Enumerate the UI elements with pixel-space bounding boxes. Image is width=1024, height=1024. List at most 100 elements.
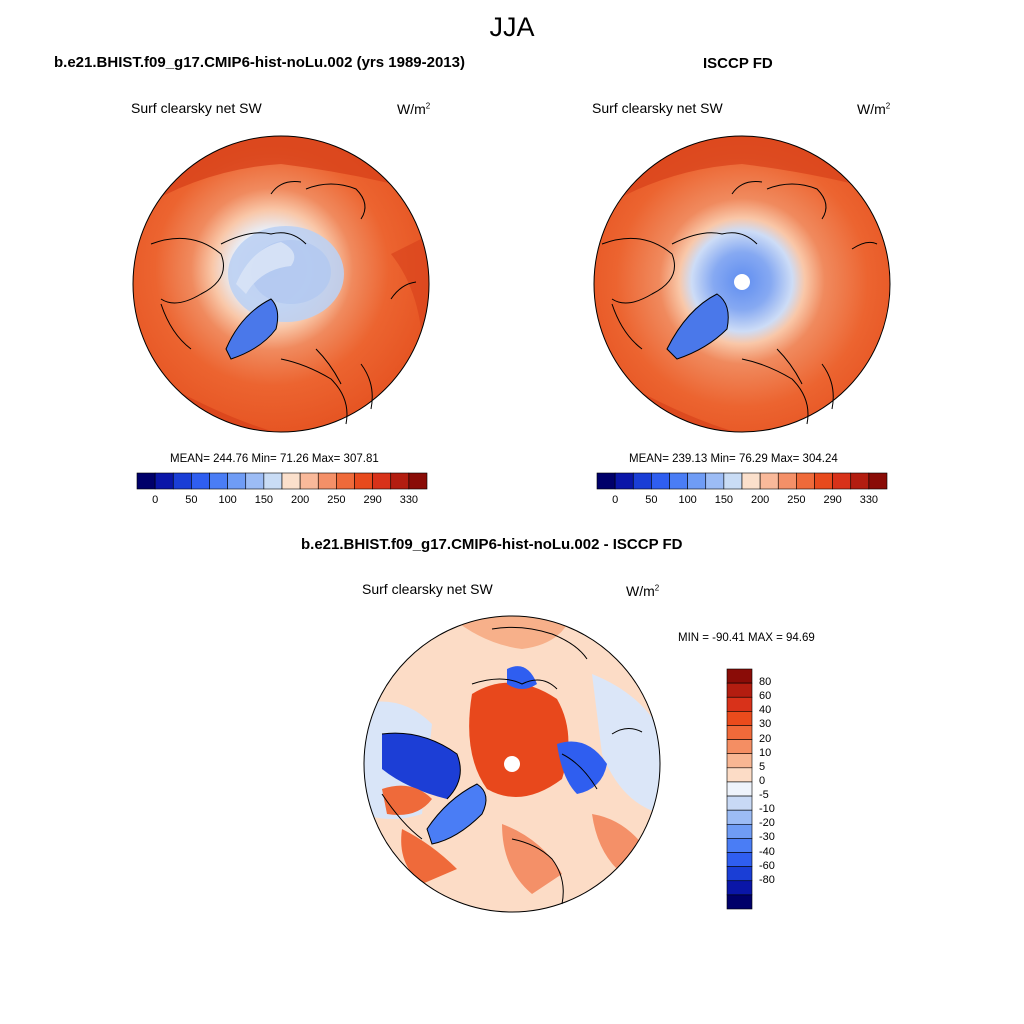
model-colorbar-tick: 330 bbox=[399, 494, 419, 506]
obs-colorbar-box bbox=[669, 472, 688, 490]
model-colorbar-tick: 0 bbox=[152, 494, 159, 506]
diff-colorbar-box bbox=[726, 838, 753, 853]
map-boundary bbox=[363, 615, 661, 913]
diff-colorbar-box bbox=[726, 668, 753, 684]
diff-colorbar-box bbox=[726, 866, 753, 882]
diff-colorbar-box bbox=[726, 852, 753, 867]
obs-colorbar-tick: 330 bbox=[859, 494, 879, 506]
diff-colorbar-box bbox=[726, 739, 753, 755]
coastlines bbox=[381, 626, 643, 905]
model-colorbar-box bbox=[227, 472, 247, 490]
model-colorbar-tick: 150 bbox=[254, 494, 274, 506]
diff-stats-label: MIN = -90.41 MAX = 94.69 bbox=[678, 632, 815, 644]
model-colorbar-box bbox=[372, 472, 392, 490]
diff-colorbar-label: -80 bbox=[759, 873, 775, 886]
model-colorbar-box bbox=[191, 472, 210, 490]
diff-panel-title: b.e21.BHIST.f09_g17.CMIP6-hist-noLu.002 … bbox=[301, 536, 683, 553]
diff-colorbar-box bbox=[726, 753, 753, 769]
diff-colorbar-labels: 80 60 40 30 20 10 5 0 -5 -10 -20 -30 -40 -60 -80 bbox=[759, 669, 799, 909]
diff-colorbar-box bbox=[726, 682, 753, 698]
diff-polar-map bbox=[363, 615, 661, 913]
obs-colorbar-tick: 0 bbox=[612, 494, 619, 506]
obs-colorbar-box bbox=[614, 472, 634, 490]
diff-colorbar-label: 80 bbox=[759, 676, 772, 689]
greenland-low-region bbox=[667, 294, 729, 359]
diff-colorbar-box bbox=[726, 767, 753, 783]
model-colorbar-tick: 290 bbox=[363, 494, 382, 506]
model-colorbar-box bbox=[408, 472, 428, 490]
diff-colorbar-label: -30 bbox=[759, 831, 775, 844]
diff-colorbar-label: -10 bbox=[759, 803, 775, 816]
pole-hole bbox=[734, 274, 750, 290]
obs-colorbar-box bbox=[759, 472, 779, 490]
central-arctic-positive bbox=[469, 682, 569, 797]
diff-colorbar-box bbox=[726, 725, 753, 740]
obs-colorbar-tick: 100 bbox=[678, 494, 697, 506]
diff-colorbar-box bbox=[726, 781, 753, 797]
diff-colorbar-box bbox=[726, 696, 753, 712]
obs-colorbar-tick: 290 bbox=[823, 494, 842, 506]
map-boundary bbox=[132, 135, 430, 433]
diff-colorbar-box bbox=[726, 795, 753, 811]
diff-colorbar-label: 40 bbox=[759, 704, 772, 717]
obs-polar-map bbox=[593, 135, 891, 433]
obs-colorbar-box bbox=[632, 472, 652, 490]
diff-colorbar-label: 30 bbox=[759, 718, 772, 731]
obs-colorbar-box bbox=[705, 472, 725, 490]
map-boundary bbox=[593, 135, 891, 433]
obs-colorbar-tick: 50 bbox=[645, 494, 658, 506]
obs-colorbar-box bbox=[850, 472, 870, 490]
season-title: JJA bbox=[489, 12, 535, 42]
obs-units-label: W/m2 bbox=[857, 101, 891, 117]
obs-panel-title: ISCCP FD bbox=[703, 55, 773, 72]
obs-colorbar-tick: 250 bbox=[787, 494, 806, 506]
greenland-low-region bbox=[226, 299, 278, 359]
diff-colorbar-label: -40 bbox=[759, 845, 775, 858]
diff-units-label: W/m2 bbox=[626, 583, 660, 599]
obs-colorbar bbox=[596, 472, 888, 490]
model-colorbar-box bbox=[336, 472, 355, 490]
diff-colorbar-label: 10 bbox=[759, 746, 772, 759]
diff-variable-label: Surf clearsky net SW bbox=[362, 581, 493, 597]
obs-colorbar-ticks: 0 50 100 150 200 250 290 330 bbox=[597, 494, 887, 508]
diff-colorbar-box bbox=[726, 823, 753, 839]
diff-colorbar-label: -5 bbox=[759, 789, 769, 802]
diff-colorbar-box bbox=[726, 894, 753, 910]
model-units-label: W/m2 bbox=[397, 101, 431, 117]
model-colorbar bbox=[136, 472, 428, 490]
model-colorbar-box bbox=[245, 472, 265, 490]
obs-colorbar-tick: 150 bbox=[714, 494, 734, 506]
diff-colorbar-box bbox=[726, 711, 753, 726]
obs-colorbar-box bbox=[741, 472, 761, 490]
model-colorbar-tick: 100 bbox=[218, 494, 237, 506]
obs-colorbar-box bbox=[651, 472, 670, 490]
diff-colorbar-box bbox=[726, 809, 753, 825]
obs-colorbar-tick: 200 bbox=[750, 494, 770, 506]
obs-colorbar-box bbox=[796, 472, 815, 490]
obs-colorbar-box bbox=[814, 472, 833, 490]
model-variable-label: Surf clearsky net SW bbox=[131, 100, 262, 116]
model-colorbar-box bbox=[317, 472, 337, 490]
model-colorbar-box bbox=[281, 472, 301, 490]
obs-colorbar-box bbox=[596, 472, 616, 490]
obs-stats-label: MEAN= 239.13 Min= 76.29 Max= 304.24 bbox=[629, 453, 838, 465]
obs-colorbar-box bbox=[687, 472, 707, 490]
diff-colorbar-label: 5 bbox=[759, 760, 766, 773]
obs-variable-label: Surf clearsky net SW bbox=[592, 100, 723, 116]
obs-colorbar-box bbox=[723, 472, 743, 490]
model-colorbar-box bbox=[299, 472, 319, 490]
model-colorbar-box bbox=[136, 472, 156, 490]
obs-colorbar-box bbox=[868, 472, 888, 490]
model-stats-label: MEAN= 244.76 Min= 71.26 Max= 307.81 bbox=[170, 453, 379, 465]
model-panel-title: b.e21.BHIST.f09_g17.CMIP6-hist-noLu.002 … bbox=[54, 54, 465, 71]
diff-colorbar bbox=[726, 668, 753, 910]
diff-colorbar-label: 0 bbox=[759, 774, 766, 787]
pole-hole bbox=[504, 756, 520, 772]
diff-colorbar-label: -20 bbox=[759, 817, 775, 830]
coastlines bbox=[601, 181, 878, 425]
model-colorbar-box bbox=[209, 472, 228, 490]
model-polar-map bbox=[132, 135, 430, 433]
diff-colorbar-label: -60 bbox=[759, 859, 775, 872]
model-colorbar-box bbox=[263, 472, 283, 490]
coastlines bbox=[150, 181, 417, 425]
